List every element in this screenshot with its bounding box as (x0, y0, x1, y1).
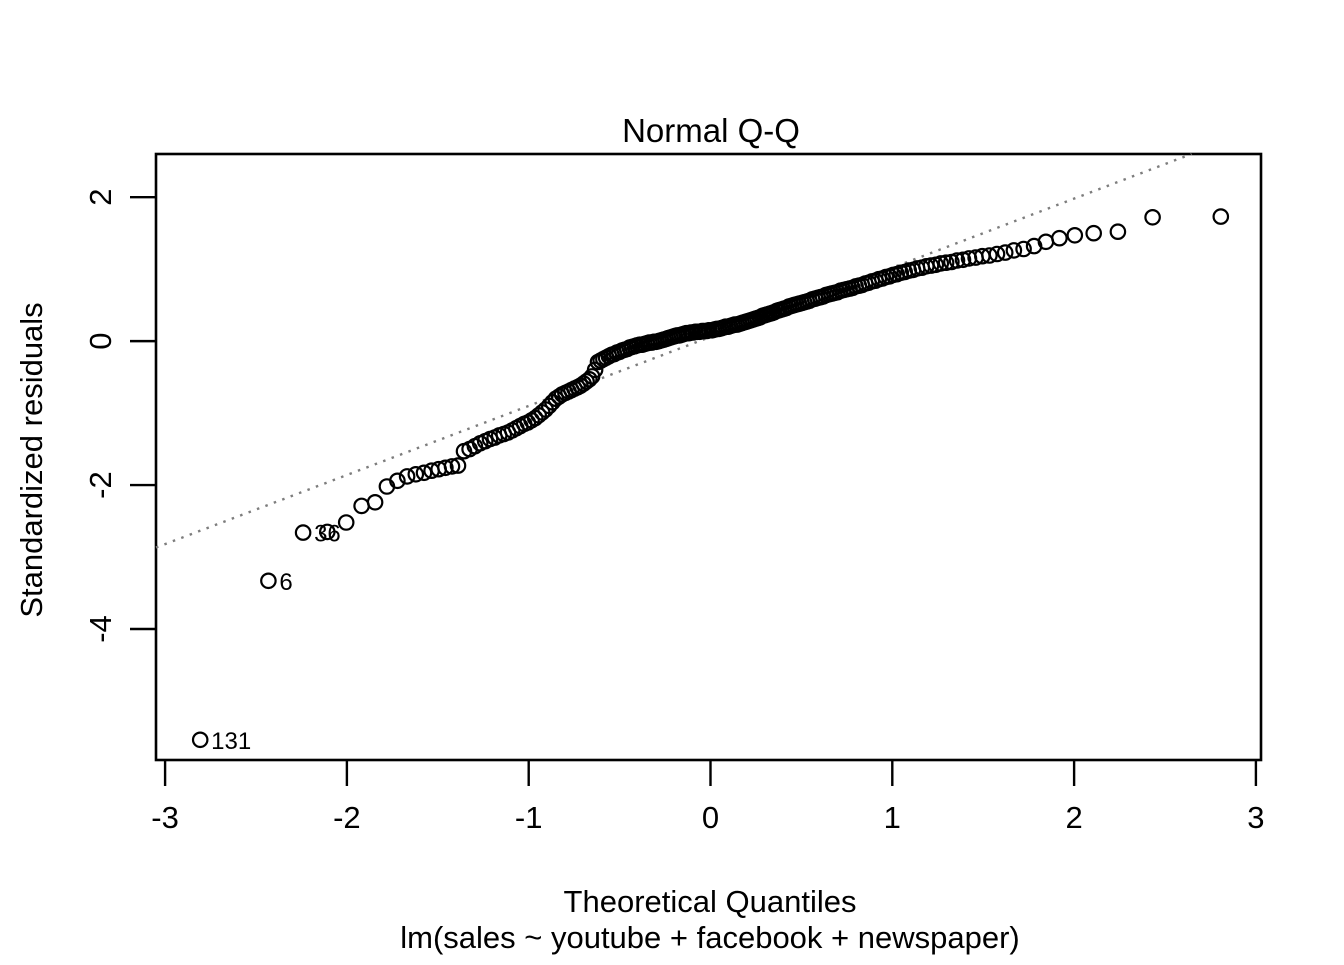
y-tick-label: -2 (83, 471, 118, 499)
data-point (260, 572, 277, 590)
y-axis-label: Standardized residuals (14, 302, 49, 617)
y-tick-label: -4 (83, 615, 118, 643)
data-point (948, 252, 966, 269)
chart-title: Normal Q-Q (622, 112, 800, 149)
data-point (1212, 208, 1230, 225)
plot-border (154, 152, 1263, 762)
x-tick-label: -1 (515, 800, 543, 835)
data-point (996, 244, 1014, 261)
data-point (988, 245, 1006, 263)
data-point (1051, 229, 1068, 247)
data-point (337, 514, 355, 531)
data-point (932, 255, 950, 272)
data-point (294, 524, 312, 541)
data-point (578, 373, 595, 390)
data-point (415, 464, 433, 482)
y-tick-label: 2 (83, 189, 118, 206)
x-axis-ticks: -3 -2 -1 0 1 2 3 (151, 760, 1265, 835)
data-point (954, 251, 972, 269)
x-tick-label: -3 (151, 800, 179, 835)
data-point (353, 497, 370, 515)
outlier-labels: 131 6 36 (211, 521, 341, 755)
data-point (449, 457, 467, 474)
data-point (586, 361, 604, 379)
reference-line-segment (155, 152, 1192, 549)
data-point (443, 458, 461, 475)
data-point (1109, 223, 1127, 240)
x-tick-label: 2 (1065, 800, 1082, 835)
data-point (1015, 240, 1032, 258)
data-point (981, 247, 998, 264)
data-point (937, 254, 955, 272)
data-point (389, 472, 406, 490)
x-tick-label: 0 (702, 800, 719, 835)
x-axis-label: Theoretical Quantiles (564, 884, 857, 919)
data-point (1005, 242, 1023, 259)
y-tick-label: 0 (83, 333, 118, 350)
data-point (366, 493, 384, 511)
data-point (437, 459, 454, 477)
x-tick-label: 3 (1247, 800, 1264, 835)
data-point (191, 731, 209, 749)
data-point (581, 370, 598, 388)
data-point (318, 523, 336, 541)
outlier-label: 6 (279, 569, 292, 596)
data-point (407, 465, 425, 483)
qq-reference-line (155, 152, 1192, 549)
data-point (1085, 224, 1102, 242)
data-point (1144, 209, 1161, 226)
outlier-label: 131 (211, 728, 251, 755)
qq-points (191, 208, 1230, 749)
data-point (1066, 227, 1084, 244)
model-formula-label: lm(sales ~ youtube + facebook + newspape… (400, 920, 1020, 955)
outlier-label: 36 (314, 521, 341, 548)
data-point (398, 468, 416, 485)
y-axis-ticks: 2 0 -2 -4 (83, 189, 156, 643)
x-tick-label: -2 (333, 800, 361, 835)
x-tick-label: 1 (884, 800, 901, 835)
